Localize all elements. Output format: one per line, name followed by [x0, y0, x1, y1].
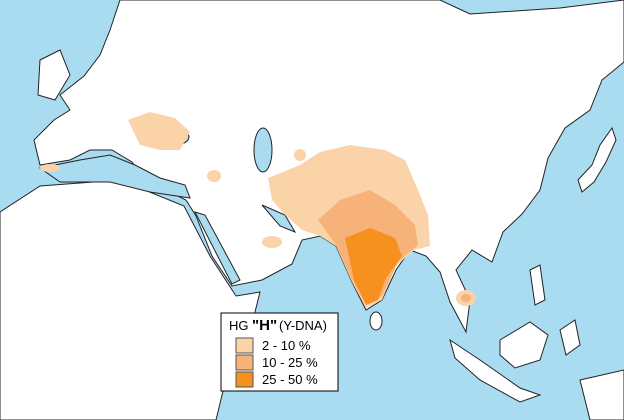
britain	[37, 49, 71, 101]
legend-label: 2 - 10 %	[262, 338, 311, 353]
shading-iberia	[40, 164, 60, 172]
sulawesi	[559, 319, 581, 356]
persian-gulf	[261, 204, 297, 234]
shading-balkans	[128, 112, 190, 150]
shading-oman	[262, 236, 282, 248]
legend-title-suffix: (Y-DNA)	[279, 318, 327, 333]
sumatra-java	[449, 338, 542, 403]
legend-swatch	[235, 337, 254, 354]
sri-lanka	[369, 311, 383, 331]
legend-swatch	[235, 354, 254, 371]
shading-turan	[294, 149, 306, 161]
legend-label: 10 - 25 %	[262, 355, 318, 370]
legend-title-prefix: HG	[229, 318, 249, 333]
shading-high	[345, 228, 402, 305]
legend-title-haplogroup: "H"	[252, 317, 277, 334]
shading-levant	[207, 170, 221, 182]
borneo	[499, 321, 549, 369]
japan	[577, 126, 617, 193]
philippines	[529, 264, 546, 306]
caspian-sea	[253, 127, 273, 173]
red-sea	[194, 211, 241, 285]
shading-indochina-mid	[461, 294, 471, 302]
mediterranean	[38, 154, 191, 199]
legend-swatch	[235, 371, 254, 388]
legend-label: 25 - 50 %	[262, 372, 318, 387]
new-guinea	[579, 369, 624, 420]
legend: HG "H" (Y-DNA) 2 - 10 % 10 - 25 % 25 - 50 …	[220, 312, 339, 392]
